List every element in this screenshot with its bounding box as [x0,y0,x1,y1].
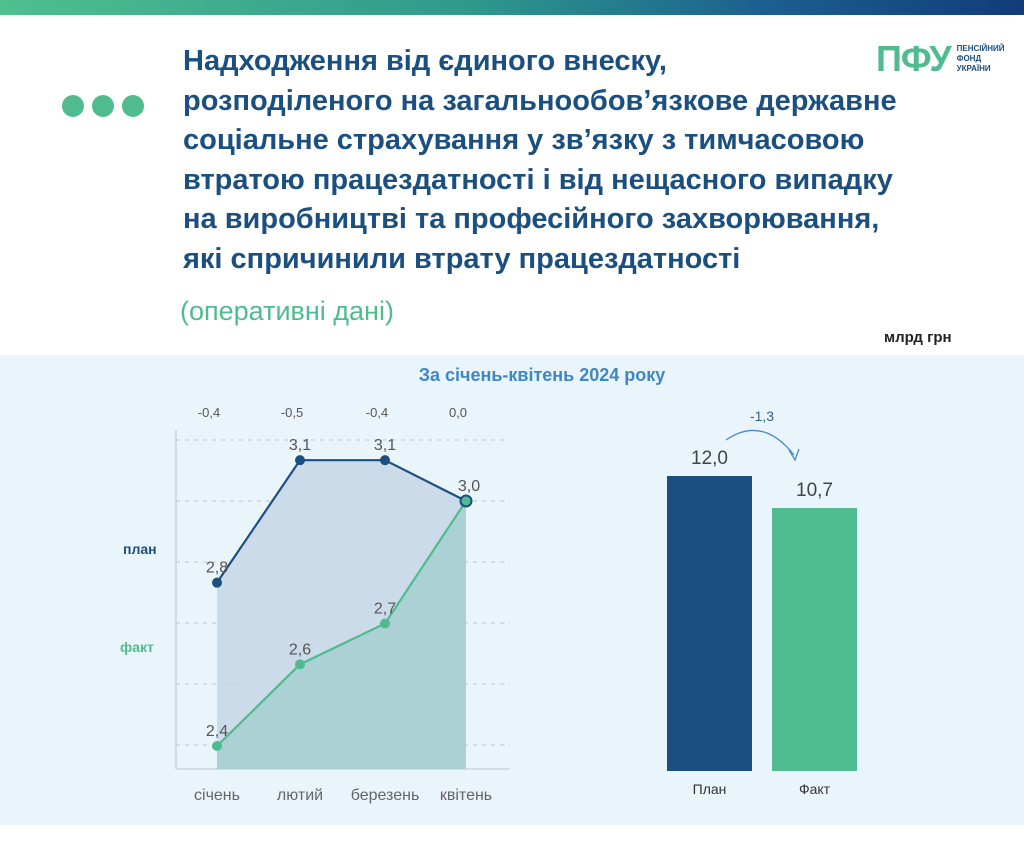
line-chart-lines [216,459,467,747]
merged-point-4 [459,494,473,508]
title-line-1: Надходження від єдиного внеску, [183,45,667,77]
dot-3 [122,95,144,117]
difference-arrowhead [788,448,800,462]
fact-value-label-3: 2,7 [374,601,396,618]
difference-label-4: 0,0 [449,405,467,420]
title-line-6: які спричинили втрату працездатності [183,242,741,275]
x-tick-label-3: березень [351,787,420,804]
fact-point-1 [212,741,222,751]
difference-label-3: -0,4 [366,405,388,420]
page-title: Надходження від єдиного внеску, розподіл… [183,42,963,279]
x-tick-label-1: січень [194,787,240,804]
legend-fact: факт [120,639,154,655]
plan-value-label-1: 2,8 [206,560,228,577]
logo-line-3: УКРАЇНИ [956,64,991,73]
line-chart-labels: 2,8 3,1 3,1 3,0 2,4 2,6 2,7 -0,4 -0,5 -0,4 0,0 січе… [194,405,492,804]
title-line-5: на виробництві та професійного захворюва… [183,203,880,235]
difference-label-2: -0,5 [281,405,303,420]
legend-plan: план [123,541,157,557]
plan-value-label-4: 3,0 [458,478,480,495]
plan-value-label-2: 3,1 [289,437,311,454]
dot-2 [92,95,114,117]
chart-period-title: За січень-квітень 2024 року [418,365,666,385]
x-tick-label-2: лютий [277,787,323,804]
units-label: млрд грн [884,329,952,346]
title-line-4: втратою працездатності і від нещасного в… [183,163,893,196]
fact-point-2 [295,659,305,670]
difference-arrow [725,429,795,456]
pfu-logo: ПФУ ПЕНСІЙНИЙ ФОНД УКРАЇНИ [876,38,1017,80]
logo-line-2: ФОНД [956,54,982,63]
x-tick-label-4: квітень [440,787,492,804]
bar-chart: 12,0 План 10,7 Факт -1,3 [667,408,857,797]
decorative-dots [62,95,144,117]
bar-category-label-1: План [693,781,727,797]
bar-2 [772,507,857,771]
bar-1 [667,476,752,771]
fact-line [216,500,467,747]
title-line-3: соціальне страхування у зв’язку з тимчас… [183,124,865,156]
plan-point-2 [295,455,305,466]
logo-text: ПЕНСІЙНИЙ ФОНД УКРАЇНИ [957,44,1017,74]
line-chart-areas [217,460,466,769]
plan-point-1 [212,577,222,588]
dot-1 [62,95,84,117]
plan-line [216,459,467,584]
bar-difference-label: -1,3 [750,408,774,424]
bar-category-label-2: Факт [799,781,831,797]
title-line-2: розподіленого на загальнообов’язкове дер… [183,84,897,117]
plan-point-3 [380,455,390,466]
top-gradient-bar [0,0,1024,15]
bar-value-label-1: 12,0 [691,448,728,469]
fact-value-label-2: 2,6 [289,641,311,658]
plan-value-label-3: 3,1 [374,437,396,454]
logo-mark: ПФУ [876,38,952,79]
line-chart-points [212,455,473,751]
subtitle: (оперативні дані) [180,296,394,326]
difference-label-1: -0,4 [198,405,220,420]
fact-value-label-1: 2,4 [206,723,228,740]
logo-line-1: ПЕНСІЙНИЙ [956,44,1005,53]
fact-area [217,501,466,769]
bar-value-label-2: 10,7 [796,480,833,501]
fact-point-3 [380,618,390,629]
